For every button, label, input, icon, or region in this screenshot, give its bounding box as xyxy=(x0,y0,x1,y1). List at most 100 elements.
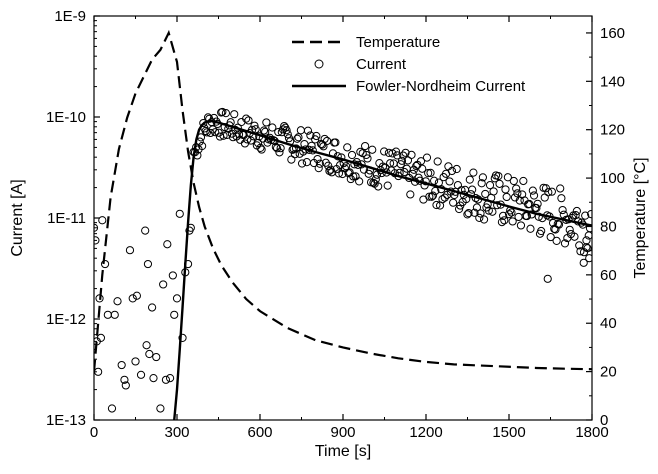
current-point xyxy=(175,209,184,218)
current-point xyxy=(576,247,585,256)
current-point xyxy=(230,110,239,119)
current-point xyxy=(280,121,289,131)
current-point xyxy=(128,294,137,303)
current-point xyxy=(547,187,556,196)
current-point xyxy=(447,166,457,176)
current-point xyxy=(95,294,104,303)
current-point xyxy=(94,236,100,245)
legend-current-marker xyxy=(314,59,324,69)
current-point xyxy=(503,173,512,182)
current-point xyxy=(163,240,172,249)
y-left-tick-label: 1E-9 xyxy=(54,8,86,25)
current-point xyxy=(508,217,517,226)
current-point xyxy=(110,310,119,319)
current-point xyxy=(132,291,141,300)
current-point xyxy=(454,204,464,214)
current-point xyxy=(313,154,322,164)
current-point xyxy=(440,193,449,202)
current-point xyxy=(431,186,440,196)
current-point xyxy=(156,404,165,413)
x-tick-label: 0 xyxy=(90,424,98,441)
plot-frame xyxy=(94,16,592,420)
x-tick-label: 600 xyxy=(247,424,272,441)
current-point xyxy=(159,280,168,289)
current-point xyxy=(221,109,231,118)
current-point xyxy=(504,210,514,219)
y-left-tick-label: 1E-12 xyxy=(46,311,86,328)
current-point xyxy=(261,127,270,136)
current-point xyxy=(244,116,253,125)
current-point xyxy=(559,210,568,219)
current-point xyxy=(246,136,255,145)
current-point xyxy=(544,188,553,197)
current-point xyxy=(148,303,157,312)
current-point xyxy=(275,148,284,157)
x-tick-label: 300 xyxy=(164,424,189,441)
current-point xyxy=(161,375,171,384)
y-right-tick-label: 100 xyxy=(600,170,625,187)
current-point xyxy=(529,191,539,200)
current-point xyxy=(554,220,564,229)
y-right-tick-label: 140 xyxy=(600,73,625,90)
temperature-line xyxy=(94,29,592,372)
current-point xyxy=(432,200,441,210)
current-point xyxy=(142,341,151,350)
current-point xyxy=(556,184,565,193)
current-point xyxy=(488,207,497,216)
current-point xyxy=(100,259,110,269)
current-point xyxy=(168,271,177,280)
current-point xyxy=(495,179,504,188)
current-point xyxy=(408,169,417,178)
current-point xyxy=(570,232,579,241)
current-point xyxy=(522,211,532,221)
current-point xyxy=(349,172,358,181)
current-point xyxy=(582,236,591,245)
current-point xyxy=(533,199,542,208)
current-point xyxy=(113,297,122,306)
current-point xyxy=(478,173,487,182)
current-point xyxy=(438,195,447,204)
fowler-nordheim-line xyxy=(173,119,592,420)
current-point xyxy=(583,244,592,253)
current-point xyxy=(361,141,370,151)
current-point xyxy=(234,130,244,139)
current-point xyxy=(165,373,175,383)
current-point xyxy=(509,176,518,186)
current-point xyxy=(371,175,380,184)
current-point xyxy=(324,161,333,170)
current-point xyxy=(211,128,220,137)
current-point xyxy=(391,147,401,156)
current-point xyxy=(397,156,407,165)
current-point xyxy=(198,141,207,151)
current-point xyxy=(558,205,567,215)
current-point xyxy=(516,221,526,230)
current-point xyxy=(145,349,154,359)
current-point xyxy=(427,192,436,201)
chart-marks xyxy=(94,29,592,420)
current-point xyxy=(121,381,130,390)
current-point xyxy=(346,174,355,184)
current-point xyxy=(136,370,146,379)
current-point xyxy=(250,121,259,130)
current-point xyxy=(312,131,321,141)
current-point xyxy=(476,209,485,218)
y-left-tick-label: 1E-13 xyxy=(46,412,86,429)
current-point xyxy=(172,294,182,303)
current-point xyxy=(290,150,300,159)
current-point xyxy=(507,208,516,217)
current-point xyxy=(513,189,522,198)
current-point xyxy=(494,171,503,181)
current-point xyxy=(475,213,484,222)
current-point xyxy=(311,135,320,144)
current-point xyxy=(481,189,490,199)
y-right-tick-label: 80 xyxy=(600,218,617,235)
current-point xyxy=(363,154,372,163)
current-point xyxy=(347,150,357,160)
current-point xyxy=(470,208,479,217)
current-point xyxy=(334,169,344,178)
current-point xyxy=(320,134,329,144)
x-axis-label: Time [s] xyxy=(315,443,371,460)
current-point xyxy=(526,224,535,233)
legend-label: Fowler-Nordheim Current xyxy=(356,78,526,95)
y-right-tick-label: 160 xyxy=(600,25,625,42)
